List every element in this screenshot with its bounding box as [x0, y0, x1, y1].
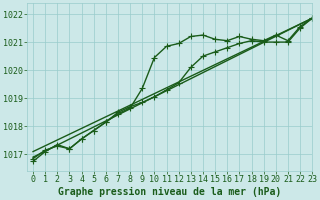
X-axis label: Graphe pression niveau de la mer (hPa): Graphe pression niveau de la mer (hPa)	[58, 187, 281, 197]
